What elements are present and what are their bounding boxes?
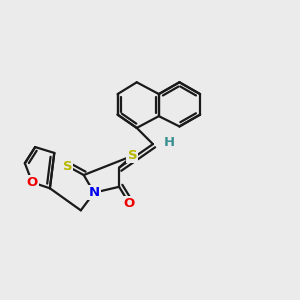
Text: H: H: [164, 136, 175, 149]
Text: O: O: [124, 197, 135, 210]
Text: S: S: [63, 160, 72, 173]
Text: S: S: [128, 149, 137, 162]
Text: O: O: [27, 176, 38, 189]
Text: N: N: [88, 186, 100, 199]
